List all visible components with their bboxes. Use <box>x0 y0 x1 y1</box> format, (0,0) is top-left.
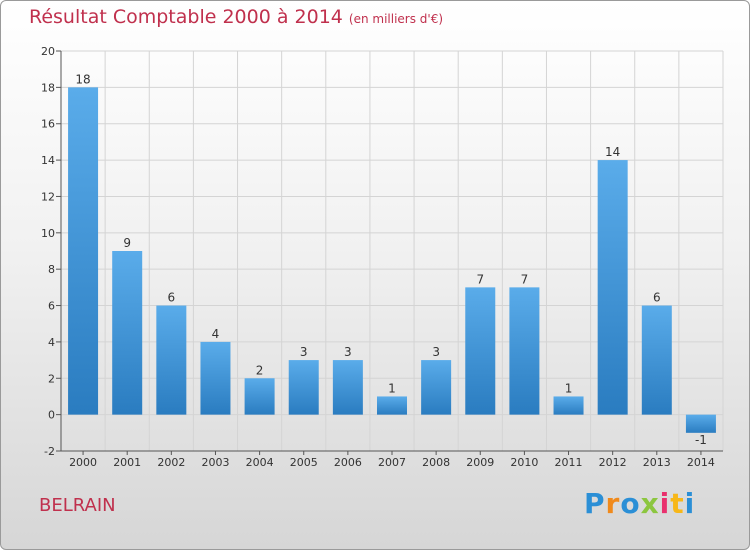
value-label-2013: 6 <box>653 291 661 305</box>
x-tick-label-2010: 2010 <box>510 456 538 469</box>
bar-2001 <box>112 251 143 415</box>
x-tick-label-2014: 2014 <box>687 456 715 469</box>
bar-2002 <box>156 305 187 415</box>
logo-letter: r <box>605 487 621 520</box>
bar-2014 <box>685 414 716 433</box>
y-tick-label: 18 <box>41 81 55 94</box>
x-tick-label-2008: 2008 <box>422 456 450 469</box>
bar-2003 <box>200 341 231 415</box>
value-label-2014: -1 <box>695 433 707 447</box>
value-label-2004: 2 <box>256 363 264 377</box>
chart-subtitle: (en milliers d'€) <box>348 12 444 26</box>
y-tick-label: 14 <box>41 154 55 167</box>
value-label-2003: 4 <box>212 327 220 341</box>
chart-title: Résultat Comptable 2000 à 2014 (en millie… <box>29 6 443 28</box>
bar-2010 <box>509 287 540 415</box>
x-tick-label-2009: 2009 <box>466 456 494 469</box>
y-tick-label: 8 <box>48 263 55 276</box>
x-tick-label-2007: 2007 <box>378 456 406 469</box>
chart-title-main: Résultat Comptable 2000 à 2014 <box>29 6 343 28</box>
value-label-2006: 3 <box>344 345 352 359</box>
bar-2005 <box>288 360 319 415</box>
logo-letter: o <box>620 487 641 520</box>
bar-2004 <box>244 378 275 415</box>
bar-2009 <box>465 287 496 415</box>
y-tick-label: 16 <box>41 118 55 131</box>
value-label-2008: 3 <box>432 345 440 359</box>
x-tick-label-2011: 2011 <box>555 456 583 469</box>
x-tick-label-2002: 2002 <box>157 456 185 469</box>
value-label-2002: 6 <box>168 291 176 305</box>
value-label-2005: 3 <box>300 345 308 359</box>
logo-letter: i <box>659 487 671 520</box>
x-tick-label-2003: 2003 <box>201 456 229 469</box>
bar-2007 <box>377 396 407 415</box>
bar-2013 <box>641 305 672 415</box>
y-tick-label: 6 <box>48 300 55 313</box>
value-label-2009: 7 <box>476 272 484 286</box>
y-tick-label: 2 <box>48 372 55 385</box>
value-label-2011: 1 <box>565 381 573 395</box>
x-tick-label-2005: 2005 <box>290 456 318 469</box>
y-tick-label: 20 <box>41 45 55 58</box>
x-tick-label-2000: 2000 <box>69 456 97 469</box>
proxiti-logo[interactable]: Proxiti <box>584 487 695 520</box>
y-tick-label: 4 <box>48 336 55 349</box>
value-label-2012: 14 <box>605 145 620 159</box>
bar-2000 <box>68 87 99 415</box>
bar-2012 <box>597 160 628 415</box>
logo-letter: P <box>584 487 606 520</box>
x-tick-label-2006: 2006 <box>334 456 362 469</box>
y-tick-label: 10 <box>41 227 55 240</box>
x-tick-label-2012: 2012 <box>599 456 627 469</box>
x-tick-label-2004: 2004 <box>246 456 274 469</box>
x-tick-label-2013: 2013 <box>643 456 671 469</box>
x-tick-label-2001: 2001 <box>113 456 141 469</box>
value-label-2010: 7 <box>521 272 529 286</box>
y-tick-label: 12 <box>41 190 55 203</box>
logo-letter: x <box>640 487 660 520</box>
value-label-2001: 9 <box>123 236 131 250</box>
y-tick-label: -2 <box>44 445 55 458</box>
logo-letter: i <box>684 487 696 520</box>
commune-name: BELRAIN <box>39 495 116 516</box>
y-tick-label: 0 <box>48 409 55 422</box>
bar-2008 <box>421 360 452 415</box>
bar-2011 <box>553 396 584 415</box>
value-label-2000: 18 <box>75 72 90 86</box>
bar-2006 <box>332 360 363 415</box>
logo-letter: t <box>670 487 685 520</box>
value-label-2007: 1 <box>388 381 396 395</box>
